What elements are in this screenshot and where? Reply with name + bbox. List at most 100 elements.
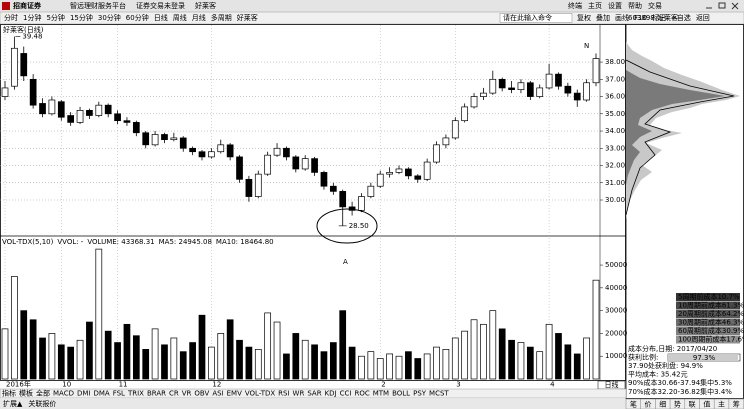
- cost-line: 70%成本32.20-36.82集中3.4%: [628, 387, 732, 396]
- menu-item[interactable]: 帮助: [628, 1, 642, 10]
- candle-body: [564, 85, 572, 94]
- indicator-tab[interactable]: 全部: [36, 389, 50, 398]
- indicator-tab[interactable]: WR: [293, 390, 305, 398]
- y-tick-label: 32.00: [605, 162, 625, 170]
- indicator-tab[interactable]: PSY: [413, 390, 427, 398]
- tool-button[interactable]: 返回: [696, 14, 710, 22]
- candle-body: [414, 175, 422, 180]
- tool-button[interactable]: 复权: [577, 13, 591, 22]
- period-button[interactable]: 5分钟: [46, 13, 64, 22]
- indicator-tab[interactable]: ROC: [354, 390, 369, 398]
- y-tick-label: 10000: [605, 352, 627, 360]
- status-link[interactable]: 扩展▲: [3, 399, 23, 408]
- window-controls[interactable]: [706, 2, 739, 10]
- panel-button-label[interactable]: 值: [703, 400, 710, 409]
- volume-bar: [320, 351, 328, 380]
- indicator-tab[interactable]: KDJ: [325, 390, 337, 398]
- panel-button-label[interactable]: 笔: [630, 400, 637, 409]
- maximize[interactable]: [718, 2, 726, 9]
- indicator-tab[interactable]: DMA: [93, 390, 109, 398]
- menu-item[interactable]: 主页: [588, 1, 602, 10]
- panel-button-label[interactable]: 势: [674, 400, 681, 409]
- indicator-tab[interactable]: MACD: [53, 390, 74, 398]
- indicator-tab[interactable]: EMV: [227, 390, 242, 398]
- period-box-label[interactable]: 日线: [605, 380, 619, 389]
- period-button[interactable]: 15分钟: [70, 13, 93, 22]
- status-link[interactable]: 关联报价: [28, 399, 56, 408]
- indicator-tab[interactable]: CCI: [340, 390, 352, 398]
- period-button[interactable]: 30分钟: [98, 13, 121, 22]
- tool-button[interactable]: 叠加: [596, 13, 610, 22]
- legend-label: 5周期前成本10.7%: [678, 292, 740, 301]
- legend-label: 60周期前成本30.9%: [678, 326, 744, 335]
- indicator-tab[interactable]: OBV: [194, 390, 209, 398]
- candle-body: [301, 158, 309, 170]
- volume-bar: [123, 323, 131, 380]
- volume-bar: [442, 349, 450, 380]
- volume-header: VVOL: -: [57, 238, 83, 246]
- panel-button-label[interactable]: 联: [689, 400, 696, 409]
- chart-title: 好莱客(日线): [3, 25, 44, 34]
- volume-bar: [517, 342, 525, 380]
- menu-item[interactable]: 交易: [648, 1, 662, 10]
- tool-button[interactable]: +自选: [671, 13, 691, 22]
- panel-button-label[interactable]: 细: [659, 400, 666, 409]
- candle-body: [395, 168, 403, 173]
- period-button[interactable]: 多周期: [211, 13, 232, 22]
- profit-value: 97.3%: [693, 354, 716, 362]
- volume-bar: [414, 358, 422, 380]
- status-bar: [0, 399, 626, 409]
- date-tick-label: 11: [119, 381, 128, 389]
- indicator-tab[interactable]: ASI: [212, 390, 223, 398]
- candle-body: [583, 82, 590, 101]
- tool-button[interactable]: 画线: [615, 13, 629, 22]
- volume-bar: [480, 323, 487, 380]
- indicator-tab[interactable]: CR: [169, 390, 179, 398]
- period-button[interactable]: 月线: [192, 13, 206, 22]
- period-button[interactable]: 好莱客: [237, 13, 258, 22]
- tool-button[interactable]: 标记: [652, 13, 666, 22]
- volume-bar: [311, 344, 318, 380]
- panel-button-label[interactable]: 价: [645, 401, 652, 409]
- indicator-tab[interactable]: MCST: [429, 390, 449, 398]
- indicator-tab[interactable]: RSI: [278, 390, 289, 398]
- panel-button-label[interactable]: 主: [718, 400, 725, 409]
- menu-item[interactable]: 设置: [608, 1, 622, 10]
- candle-body: [161, 134, 168, 141]
- indicator-tab[interactable]: VR: [182, 390, 192, 398]
- period-button[interactable]: 分时: [4, 13, 18, 22]
- candle-body: [311, 158, 318, 173]
- indicator-tab[interactable]: VOL-TDX: [245, 390, 276, 398]
- indicator-tab[interactable]: 模板: [19, 389, 33, 398]
- volume-bar: [86, 321, 93, 380]
- volume-header: VOL-TDX(5,10): [2, 238, 54, 246]
- candle-body: [123, 120, 131, 123]
- indicator-tab[interactable]: TRIX: [127, 390, 144, 398]
- chip-outline: [625, 59, 735, 216]
- indicator-tab[interactable]: BRAR: [147, 390, 166, 398]
- y-tick-label: 31.00: [605, 179, 625, 187]
- command-input[interactable]: [499, 13, 573, 23]
- indicator-tab[interactable]: SAR: [307, 390, 321, 398]
- candle-body: [283, 147, 290, 158]
- candle-body: [217, 144, 225, 153]
- close[interactable]: [731, 2, 739, 10]
- indicator-tab[interactable]: BOLL: [392, 390, 410, 398]
- period-button[interactable]: 60分钟: [126, 13, 149, 22]
- tool-button[interactable]: F10: [634, 14, 647, 22]
- indicator-tab[interactable]: FSL: [113, 390, 125, 398]
- period-button[interactable]: 周线: [173, 13, 187, 22]
- candle-body: [226, 144, 234, 158]
- period-button[interactable]: 1分钟: [23, 13, 41, 22]
- indicator-tab[interactable]: MTM: [373, 390, 389, 398]
- menu-item[interactable]: 终端: [568, 1, 582, 10]
- candle-body: [592, 58, 600, 84]
- panel-button-label[interactable]: 筹: [733, 400, 740, 409]
- period-button[interactable]: 日线: [154, 13, 168, 22]
- candle-body: [526, 82, 534, 97]
- legend-swatch: [676, 318, 740, 327]
- indicator-tab[interactable]: DMI: [77, 390, 91, 398]
- indicator-tab[interactable]: 指标: [2, 389, 16, 398]
- candle-body: [29, 78, 37, 106]
- volume-bar: [76, 339, 84, 380]
